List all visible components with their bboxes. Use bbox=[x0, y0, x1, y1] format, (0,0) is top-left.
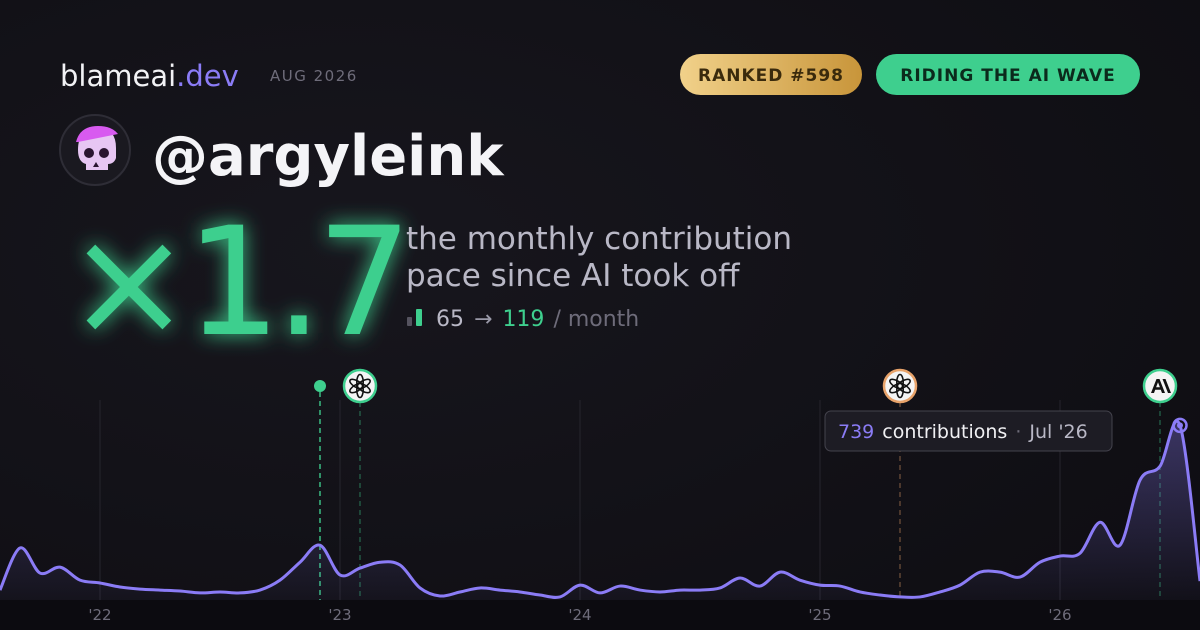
tooltip-date: Jul '26 bbox=[1028, 421, 1087, 443]
event-icon bbox=[1142, 368, 1178, 404]
pace-icon bbox=[416, 309, 422, 326]
brand-name: blameai bbox=[60, 59, 176, 93]
rank-badge-text: RANKED #598 bbox=[698, 66, 844, 86]
x-tick-label: '24 bbox=[568, 606, 591, 624]
brand-tld: .dev bbox=[176, 59, 239, 93]
line bbox=[0, 419, 1200, 599]
tooltip-separator: · bbox=[1015, 421, 1021, 443]
pace-unit: / month bbox=[553, 307, 639, 332]
x-tick-label: '23 bbox=[328, 606, 351, 624]
event-icon bbox=[882, 368, 918, 404]
tooltip-text: 739 contributions · Jul '26 bbox=[838, 421, 1088, 443]
openai-petal bbox=[349, 382, 365, 394]
caption-line: pace since AI took off bbox=[406, 258, 740, 294]
x-tick-label: '22 bbox=[88, 606, 111, 624]
x-tick-label: '25 bbox=[808, 606, 831, 624]
tooltip: 739 contributions · Jul '26 bbox=[824, 410, 1113, 452]
pace-after: 119 bbox=[502, 307, 544, 332]
brand: blameai.dev bbox=[60, 59, 239, 93]
tooltip-box bbox=[824, 410, 1113, 452]
event-icon bbox=[342, 368, 378, 404]
event-icon-bg bbox=[882, 368, 918, 404]
event-icon-bg bbox=[342, 368, 378, 404]
pace-icon bbox=[407, 317, 412, 326]
chart: '22 '23 '24 '25 '26 bbox=[0, 368, 1200, 624]
pace-arrow: → bbox=[474, 307, 492, 332]
openai-petal bbox=[349, 378, 365, 390]
openai-petal bbox=[889, 378, 905, 390]
highlight-point bbox=[1172, 417, 1188, 434]
event-dot bbox=[314, 380, 326, 392]
handle: @argyleink bbox=[152, 124, 505, 189]
caption-line: the monthly contribution bbox=[406, 221, 792, 257]
avatar bbox=[59, 114, 131, 186]
tooltip-label: contributions bbox=[882, 421, 1007, 443]
axis-band bbox=[0, 600, 1200, 630]
pace-before: 65 bbox=[436, 307, 464, 332]
openai-petal bbox=[889, 382, 905, 394]
anthropic-logo bbox=[1151, 379, 1171, 393]
status-badge bbox=[876, 54, 1140, 95]
pace: 65 → 119 / month bbox=[436, 307, 639, 332]
status-badge-text: RIDING THE AI WAVE bbox=[900, 66, 1115, 86]
highlight-point-core bbox=[1177, 422, 1183, 429]
area bbox=[0, 421, 1200, 600]
x-tick-label: '26 bbox=[1048, 606, 1071, 624]
tooltip-value: 739 bbox=[838, 421, 874, 443]
multiplier: ×1.7 bbox=[66, 196, 406, 370]
rank-badge bbox=[680, 54, 862, 95]
date: AUG 2026 bbox=[270, 67, 358, 85]
